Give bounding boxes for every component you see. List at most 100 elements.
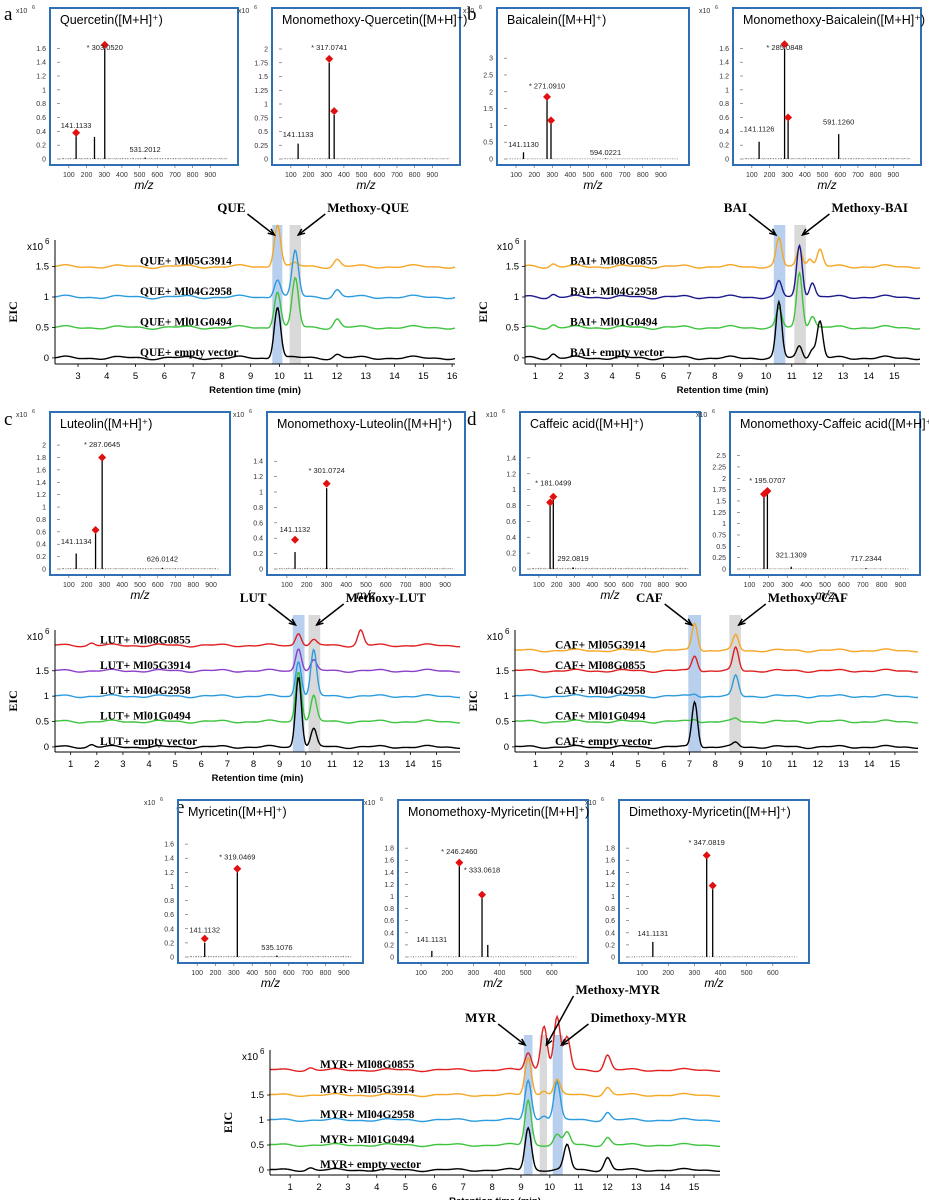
y-tick-label: 0	[725, 157, 729, 164]
peak-annotation: CAF	[636, 590, 663, 605]
y-tick-label: 0	[259, 1165, 264, 1176]
trace-label: BAI+ Ml08G0855	[570, 256, 658, 268]
y-tick-label: 2	[722, 476, 726, 483]
x-tick-label: 700	[169, 172, 181, 179]
y-tick-label: 1.2	[253, 474, 263, 481]
eic-trace	[270, 1078, 720, 1123]
y-tick-label: 0.2	[719, 143, 729, 150]
highlight-band	[289, 225, 302, 364]
x-tick-label: 14	[405, 759, 416, 770]
spectrum-title: Dimethoxy-Myricetin([M+H]⁺)	[629, 805, 791, 819]
y-tick-label: 1	[725, 87, 729, 94]
trace-label: LUT+ Ml04G2958	[100, 685, 191, 697]
x-tick-label: 13	[379, 759, 390, 770]
x-tick-label: 300	[569, 582, 581, 589]
x-tick-label: 2	[558, 371, 563, 382]
y-tick-label: 0.25	[254, 143, 268, 150]
x-tick-label: 9	[518, 1182, 523, 1193]
scale-exponent: 6	[715, 5, 718, 11]
y-tick-label: 1.5	[36, 262, 49, 273]
y-tick-label: 0.4	[253, 536, 263, 543]
y-tick-label: 0.5	[496, 717, 509, 728]
x-tick-label: 9	[277, 759, 282, 770]
x-tick-label: 4	[146, 759, 151, 770]
y-tick-label: 1.4	[253, 459, 263, 466]
scale-multiplier: x10	[242, 1052, 259, 1063]
y-tick-label: 1.6	[36, 467, 46, 474]
ms-chart-d-ms2: Monomethoxy-Caffeic acid([M+H]⁺) x10 6 0 0.2…	[696, 409, 929, 602]
x-tick-label: 700	[301, 970, 313, 977]
y-tick-label: 2	[264, 47, 268, 54]
y-tick-label: 1	[44, 292, 49, 303]
trace-label: QUE+ Ml01G0494	[140, 316, 232, 328]
x-tick-label: 600	[767, 970, 779, 977]
peak-label: * 301.0724	[309, 466, 345, 475]
x-tick-label: 9	[248, 371, 253, 382]
y-tick-label: 0	[512, 567, 516, 574]
x-tick-label: 13	[361, 371, 372, 382]
arrow-head	[684, 618, 694, 627]
x-tick-label: 200	[210, 970, 222, 977]
peak-marker	[763, 486, 772, 495]
x-tick-label: 300	[468, 970, 480, 977]
x-tick-label: 3	[584, 759, 589, 770]
peak-label: * 317.0741	[311, 43, 347, 52]
x-tick-label: 13	[838, 371, 849, 382]
eic-trace	[55, 671, 460, 724]
y-tick-label: 0.5	[251, 1140, 264, 1151]
mz-axis-label: m/z	[704, 976, 723, 990]
peak-marker	[291, 535, 300, 544]
spectrum-frame	[519, 411, 701, 576]
annotation-arrow	[561, 1023, 589, 1046]
scale-exponent: 6	[515, 237, 520, 246]
x-tick-label: 600	[834, 172, 846, 179]
peak-label: * 319.0469	[219, 853, 255, 862]
x-tick-label: 500	[583, 172, 595, 179]
peak-marker	[546, 116, 555, 125]
y-tick-label: 2.25	[712, 464, 726, 471]
x-tick-label: 500	[817, 172, 829, 179]
x-tick-label: 400	[246, 970, 258, 977]
eic-chart-a-eic: QUE+ Ml05G3914 QUE+ Ml04G2958 QUE+ Ml01G04…	[6, 200, 457, 396]
y-tick-label: 0.6	[253, 520, 263, 527]
trace-label: CAF+ Ml01G0494	[555, 711, 646, 723]
y-tick-label: 1.2	[719, 74, 729, 81]
ms-chart-d-ms1: Caffeic acid([M+H]⁺) x10 6 0 0.2 0.4 0.6 0.8 1 1.…	[486, 409, 701, 602]
x-tick-label: 7	[687, 371, 692, 382]
spectrum-frame	[496, 7, 690, 166]
spectrum-title: Monomethoxy-Luteolin([M+H]⁺)	[277, 417, 452, 431]
x-tick-label: 200	[81, 582, 93, 589]
x-tick-label: 400	[116, 172, 128, 179]
peak-marker	[72, 128, 81, 137]
x-tick-label: 500	[134, 582, 146, 589]
y-tick-label: 2	[489, 89, 493, 96]
scale-exponent: 6	[45, 237, 50, 246]
x-tick-label: 400	[340, 582, 352, 589]
x-tick-label: 14	[864, 759, 875, 770]
trace-label: MYR+ Ml08G0855	[320, 1059, 415, 1071]
scale-multiplier: x10	[16, 8, 27, 15]
y-tick-label: 1.25	[712, 510, 726, 517]
trace-label: LUT+ Ml08G0855	[100, 634, 191, 646]
x-tick-label: 10	[761, 371, 772, 382]
y-tick-label: 0	[390, 955, 394, 962]
x-tick-label: 200	[662, 970, 674, 977]
y-tick-label: 0.2	[164, 940, 174, 947]
mz-axis-label: m/z	[600, 588, 619, 602]
highlight-band	[773, 225, 786, 364]
y-tick-label: 0	[264, 157, 268, 164]
mz-axis-label: m/z	[130, 588, 149, 602]
x-tick-label: 800	[409, 172, 421, 179]
x-tick-label: 3	[345, 1182, 350, 1193]
scale-exponent: 6	[160, 797, 163, 803]
scale-multiplier: x10	[16, 412, 27, 419]
peak-annotation: BAI	[724, 200, 747, 215]
peak-marker	[780, 40, 789, 49]
y-tick-label: 0.2	[253, 551, 263, 558]
x-tick-label: 600	[151, 172, 163, 179]
x-tick-label: 100	[63, 582, 75, 589]
eic-trace	[54, 248, 456, 300]
peak-marker	[100, 40, 109, 49]
x-tick-label: 200	[551, 582, 563, 589]
peak-annotation: Methoxy-CAF	[768, 590, 848, 605]
